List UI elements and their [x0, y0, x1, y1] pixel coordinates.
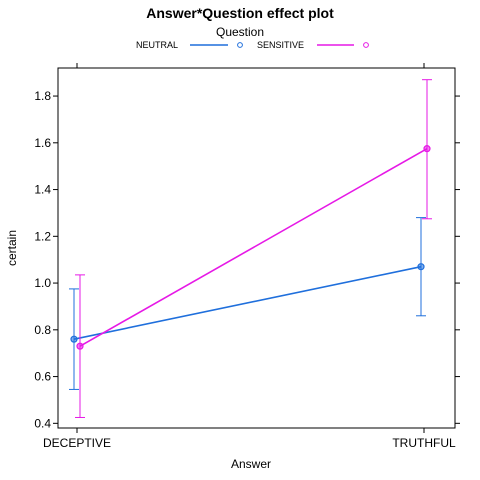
x-axis-label: Answer [231, 457, 271, 471]
y-tick-label: 0.4 [34, 416, 51, 430]
y-axis: 0.4 0.6 0.8 1.0 1.2 1.4 1.6 1.8 [34, 89, 460, 430]
legend-title: Question [216, 25, 264, 39]
legend: NEUTRAL SENSITIVE [136, 40, 369, 50]
legend-item-sensitive: SENSITIVE [257, 40, 369, 50]
data-point [423, 145, 431, 153]
data-point [417, 263, 425, 271]
series-line [73, 265, 422, 340]
y-tick-label: 1.0 [34, 276, 51, 290]
y-tick-label: 1.4 [34, 183, 51, 197]
data-point [70, 335, 78, 343]
legend-label: NEUTRAL [136, 40, 178, 50]
legend-item-neutral: NEUTRAL [136, 40, 243, 50]
chart-title: Answer*Question effect plot [146, 5, 334, 21]
y-tick-label: 0.6 [34, 370, 51, 384]
legend-label: SENSITIVE [257, 40, 304, 50]
y-tick-label: 1.6 [34, 136, 51, 150]
plot-frame [57, 67, 456, 429]
legend-marker [363, 42, 369, 48]
y-axis-label: certain [5, 230, 19, 266]
x-axis: DECEPTIVE TRUTHFUL [43, 63, 456, 450]
y-tick-label: 0.8 [34, 323, 51, 337]
legend-marker [237, 42, 243, 48]
x-tick-label: TRUTHFUL [392, 436, 456, 450]
series-sensitive [75, 79, 432, 418]
y-tick-label: 1.8 [34, 89, 51, 103]
series-neutral [69, 217, 426, 390]
y-tick-label: 1.2 [34, 229, 51, 243]
series-layer [69, 79, 432, 418]
data-point [76, 342, 84, 350]
series-line [79, 147, 428, 347]
x-tick-label: DECEPTIVE [43, 436, 111, 450]
